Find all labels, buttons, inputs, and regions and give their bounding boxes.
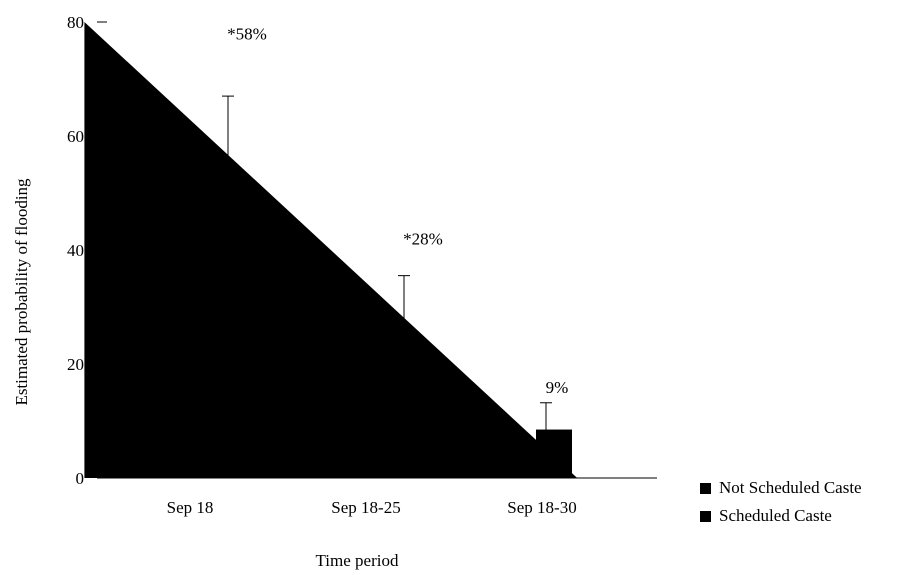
- area-layer: [84, 22, 578, 478]
- area-fill: [84, 22, 578, 478]
- data-label: *58%: [227, 24, 267, 43]
- annotation-layer: *58% *28% 9%: [227, 24, 568, 396]
- area-step: [536, 429, 572, 478]
- legend-item-not-scheduled-caste: Not Scheduled Caste: [700, 474, 862, 502]
- error-bar-layer: [222, 95, 552, 472]
- y-tick-label: 0: [76, 469, 85, 488]
- x-tick-label: Sep 18: [167, 498, 214, 517]
- data-label: 9%: [546, 378, 569, 397]
- y-axis-label: Estimated probability of flooding: [12, 178, 31, 406]
- data-label: *28%: [403, 230, 443, 249]
- legend-swatch: [700, 482, 711, 494]
- legend-item-scheduled-caste: Scheduled Caste: [700, 502, 862, 530]
- y-tick-label: 20: [67, 355, 84, 374]
- axis-layer: 0 20 40 60 80 Sep 18 Sep 18-25 Sep 18-30: [67, 13, 657, 517]
- legend-label: Not Scheduled Caste: [719, 478, 862, 497]
- y-tick-label: 80: [67, 13, 84, 32]
- legend-label: Scheduled Caste: [719, 506, 832, 525]
- y-tick-label: 40: [67, 241, 84, 260]
- x-tick-label: Sep 18-30: [507, 498, 576, 517]
- legend: Not Scheduled Caste Scheduled Caste: [700, 474, 862, 530]
- y-tick-label: 60: [67, 127, 84, 146]
- x-tick-label: Sep 18-25: [331, 498, 400, 517]
- legend-swatch: [700, 510, 711, 522]
- x-axis-label: Time period: [316, 551, 399, 570]
